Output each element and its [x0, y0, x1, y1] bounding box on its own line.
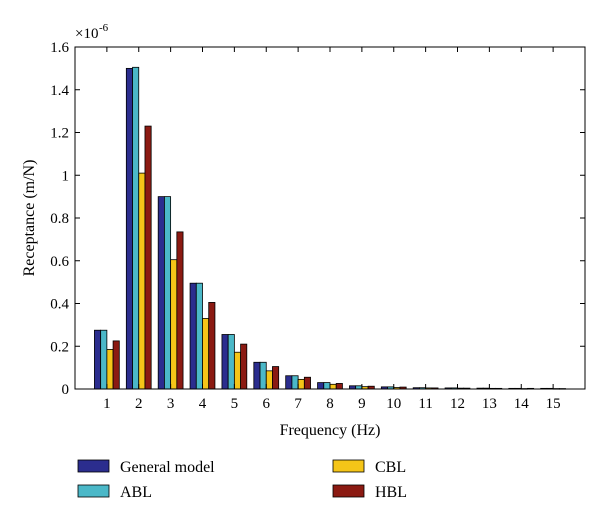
- x-tick-label: 10: [386, 396, 401, 412]
- y-tick-label: 1.6: [50, 40, 69, 56]
- bar-abl-8: [323, 382, 331, 390]
- bars-layer: [94, 66, 566, 390]
- legend-label-cbl: CBL: [375, 459, 406, 476]
- legend-swatch-cbl: [332, 459, 365, 473]
- bar-general-model-7: [285, 375, 293, 390]
- bar-abl-3: [164, 196, 172, 390]
- bar-hbl-2: [144, 125, 152, 390]
- bar-general-model-1: [94, 329, 102, 390]
- bar-general-model-3: [157, 196, 165, 390]
- x-tick-label: 5: [231, 396, 239, 412]
- legend: General model ABL CBL HBL: [77, 459, 407, 501]
- legend-label-abl: ABL: [120, 484, 152, 501]
- x-tick-label: 11: [418, 396, 432, 412]
- y-tick-label: 1: [62, 168, 70, 184]
- x-tick-label: 3: [167, 396, 175, 412]
- x-tick-label: 6: [263, 396, 271, 412]
- x-tick-label: 15: [546, 396, 561, 412]
- bar-cbl-3: [170, 259, 178, 390]
- y-axis-exponent: ×10 -6: [75, 22, 109, 42]
- bar-abl-4: [195, 282, 203, 390]
- bar-general-model-5: [221, 334, 229, 390]
- y-tick-label: 0.8: [50, 211, 69, 227]
- y-exponent-power: -6: [99, 22, 109, 34]
- bar-general-model-4: [189, 282, 197, 390]
- y-tick-label: 1.4: [50, 83, 69, 99]
- bar-general-model-2: [125, 67, 133, 390]
- bar-cbl-7: [297, 378, 305, 390]
- legend-swatch-abl: [77, 484, 110, 498]
- bar-general-model-6: [253, 361, 261, 390]
- x-tick-label: 14: [514, 396, 530, 412]
- x-axis-ticks: 1 2 3 4 5 6 7 8 9 10 11 12 13 14 15: [103, 47, 561, 412]
- bar-hbl-3: [176, 231, 184, 390]
- y-tick-label: 1.2: [50, 126, 69, 142]
- x-tick-label: 9: [358, 396, 366, 412]
- legend-swatch-hbl: [332, 484, 365, 498]
- bar-hbl-4: [208, 302, 216, 390]
- bar-cbl-1: [106, 349, 114, 390]
- x-tick-label: 2: [135, 396, 143, 412]
- bar-general-model-8: [317, 382, 325, 390]
- x-tick-label: 7: [294, 396, 302, 412]
- y-tick-label: 0.4: [50, 297, 69, 313]
- bar-abl-5: [227, 334, 235, 390]
- bar-hbl-8: [335, 383, 343, 390]
- bar-abl-7: [291, 375, 299, 390]
- x-tick-label: 8: [326, 396, 334, 412]
- bar-abl-2: [132, 66, 140, 390]
- y-tick-label: 0: [62, 382, 70, 398]
- bar-hbl-7: [303, 376, 311, 390]
- bar-cbl-4: [202, 318, 210, 390]
- y-axis-label: Receptance (m/N): [21, 160, 38, 277]
- x-tick-label: 1: [103, 396, 111, 412]
- bar-cbl-5: [233, 351, 241, 390]
- x-tick-label: 13: [482, 396, 497, 412]
- y-axis-ticks: 0 0.2 0.4 0.6 0.8 1 1.2 1.4 1.6: [50, 40, 585, 398]
- x-tick-label: 4: [199, 396, 207, 412]
- bar-hbl-1: [112, 340, 120, 390]
- x-tick-label: 12: [450, 396, 465, 412]
- bar-hbl-5: [240, 343, 248, 390]
- bar-cbl-2: [138, 172, 146, 390]
- y-exponent-base: ×10: [75, 26, 98, 42]
- x-axis-label: Frequency (Hz): [280, 422, 381, 439]
- legend-label-hbl: HBL: [375, 484, 407, 501]
- legend-label-general-model: General model: [120, 459, 215, 476]
- bar-hbl-6: [272, 366, 280, 390]
- bar-abl-1: [100, 329, 108, 390]
- legend-swatch-general-model: [77, 459, 110, 473]
- y-tick-label: 0.6: [50, 254, 69, 270]
- bar-abl-6: [259, 361, 267, 390]
- bar-cbl-8: [329, 383, 337, 390]
- bar-cbl-6: [265, 370, 273, 390]
- y-tick-label: 0.2: [50, 339, 69, 355]
